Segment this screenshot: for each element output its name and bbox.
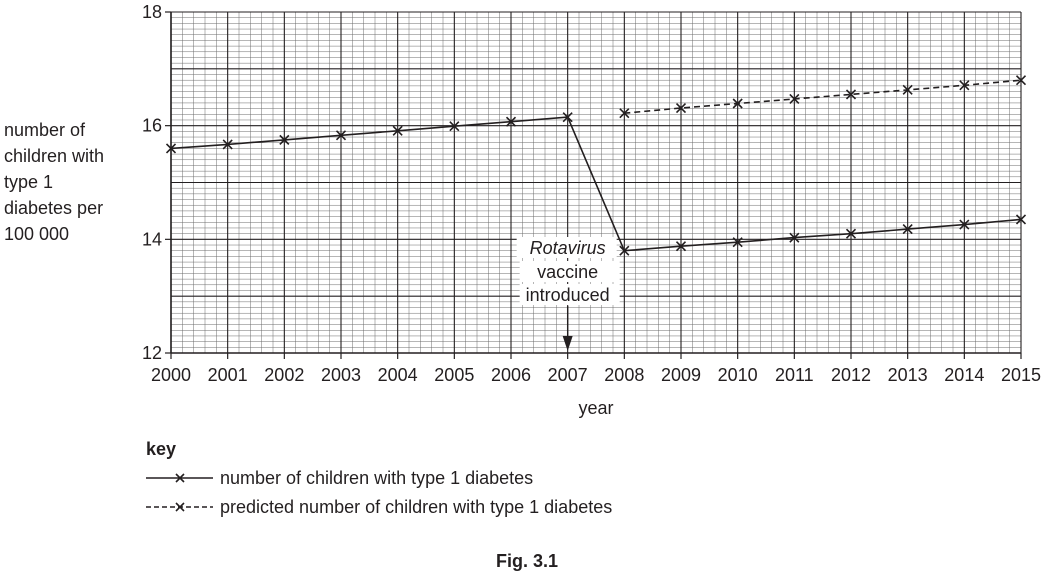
series-line-predicted <box>624 79 1022 114</box>
annotation-line: vaccine <box>537 262 598 282</box>
x-axis-label: year <box>578 398 613 418</box>
data-point-actual <box>562 112 573 123</box>
data-point-actual <box>449 121 460 132</box>
data-point-predicted <box>1015 75 1027 86</box>
data-point-actual <box>789 232 800 243</box>
y-axis-label-line: diabetes per <box>4 198 103 218</box>
data-point-predicted <box>789 93 800 105</box>
data-series <box>165 75 1027 256</box>
tick-labels: 2000 2001 2002 2003 2004 2005 2006 2007 2008 2009… <box>142 2 1041 385</box>
x-tick-label: 2011 <box>775 365 814 385</box>
series-line-actual <box>170 116 1022 252</box>
x-tick-label: 2015 <box>1001 365 1041 385</box>
data-point-actual <box>505 116 517 127</box>
x-tick-label: 2010 <box>718 365 758 385</box>
data-point-actual <box>675 241 687 252</box>
data-point-actual <box>732 237 743 248</box>
x-tick-label: 2012 <box>831 365 871 385</box>
key-entry-2: predicted number of children with type 1… <box>220 497 612 517</box>
annotation-bg <box>519 261 620 282</box>
key: key number of children with type 1 diabe… <box>146 439 612 517</box>
annotation-line: Rotavirus <box>530 238 606 258</box>
data-point-actual <box>222 139 233 150</box>
annotation-arrow-head <box>562 336 573 351</box>
data-point-predicted <box>902 84 913 95</box>
key-title: key <box>146 439 176 459</box>
y-axis-label-line: type 1 <box>4 172 53 192</box>
annotation-line: introduced <box>526 285 610 305</box>
y-tick-label: 14 <box>142 229 162 249</box>
x-tick-label: 2013 <box>888 365 928 385</box>
x-tick-label: 2007 <box>548 365 588 385</box>
data-point-predicted <box>959 80 970 91</box>
axes <box>165 11 1022 359</box>
x-tick-label: 2004 <box>378 365 418 385</box>
vaccine-annotation: Rotavirus vaccine introduced <box>516 237 620 351</box>
key-solid-marker <box>175 473 185 483</box>
data-point-actual <box>392 125 403 136</box>
y-axis-label-line: number of <box>4 120 86 140</box>
x-tick-label: 2003 <box>321 365 361 385</box>
data-point-actual <box>279 134 290 145</box>
data-point-actual <box>959 219 970 230</box>
x-tick-label: 2000 <box>151 365 191 385</box>
y-tick-label: 16 <box>142 116 162 136</box>
annotation-bg <box>519 284 620 305</box>
annotation-bg <box>516 237 617 258</box>
data-point-actual <box>1015 214 1027 225</box>
data-point-predicted <box>675 102 687 114</box>
data-point-predicted <box>619 108 630 119</box>
key-dashed-marker <box>175 502 185 512</box>
x-tick-label: 2009 <box>661 365 701 385</box>
x-tick-label: 2014 <box>944 365 984 385</box>
data-point-actual <box>165 143 177 154</box>
x-tick-label: 2005 <box>434 365 474 385</box>
x-tick-label: 2002 <box>264 365 304 385</box>
y-axis-label: number of children with type 1 diabetes per… <box>4 120 104 244</box>
x-tick-label: 2001 <box>208 365 248 385</box>
figure-caption: Fig. 3.1 <box>496 551 558 571</box>
y-axis-label-line: children with <box>4 146 104 166</box>
data-point-predicted <box>732 98 743 109</box>
x-tick-label: 2008 <box>604 365 644 385</box>
data-point-actual <box>335 130 347 141</box>
data-point-actual <box>619 245 630 256</box>
y-axis-label-line: 100 000 <box>4 224 69 244</box>
data-point-actual <box>845 228 857 239</box>
y-tick-label: 12 <box>142 343 162 363</box>
x-tick-label: 2006 <box>491 365 531 385</box>
key-entry-1: number of children with type 1 diabetes <box>220 468 533 488</box>
data-point-actual <box>902 224 913 235</box>
y-tick-label: 18 <box>142 2 162 22</box>
data-point-predicted <box>845 89 857 100</box>
